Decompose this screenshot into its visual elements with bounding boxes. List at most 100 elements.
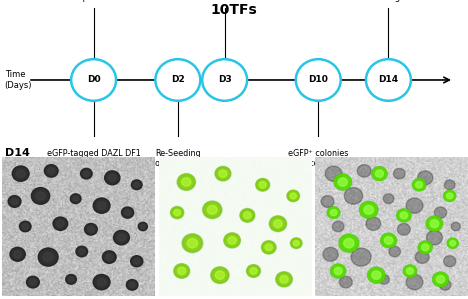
Circle shape xyxy=(397,223,410,235)
Circle shape xyxy=(85,223,97,235)
Circle shape xyxy=(416,181,423,188)
Circle shape xyxy=(27,276,39,288)
Circle shape xyxy=(138,222,147,231)
Circle shape xyxy=(12,166,29,181)
Circle shape xyxy=(57,220,64,227)
Circle shape xyxy=(178,174,195,190)
Circle shape xyxy=(41,250,56,264)
Circle shape xyxy=(372,271,381,279)
Circle shape xyxy=(375,170,383,177)
Circle shape xyxy=(325,166,342,181)
Text: D10: D10 xyxy=(308,75,328,85)
Circle shape xyxy=(247,265,261,277)
Circle shape xyxy=(331,264,345,278)
Circle shape xyxy=(124,210,131,215)
Circle shape xyxy=(241,209,254,222)
Circle shape xyxy=(38,248,58,266)
Circle shape xyxy=(204,202,221,218)
Circle shape xyxy=(321,196,334,207)
Circle shape xyxy=(66,274,76,284)
Ellipse shape xyxy=(155,59,200,101)
Circle shape xyxy=(16,170,25,178)
Circle shape xyxy=(403,265,417,277)
Circle shape xyxy=(339,276,352,288)
Circle shape xyxy=(175,264,189,278)
Ellipse shape xyxy=(296,59,341,101)
Circle shape xyxy=(447,238,458,248)
Circle shape xyxy=(250,268,257,274)
Circle shape xyxy=(240,208,255,222)
Circle shape xyxy=(132,257,141,266)
Circle shape xyxy=(332,221,344,232)
Circle shape xyxy=(105,171,120,185)
Circle shape xyxy=(418,241,432,254)
Ellipse shape xyxy=(202,59,247,101)
Circle shape xyxy=(360,202,378,218)
Circle shape xyxy=(82,170,91,178)
Circle shape xyxy=(80,168,92,179)
Text: 10TFs: 10TFs xyxy=(211,3,257,17)
Circle shape xyxy=(183,234,202,252)
Circle shape xyxy=(293,240,299,246)
Circle shape xyxy=(171,207,183,218)
Text: Re-Seeding
on Matrigel: Re-Seeding on Matrigel xyxy=(155,149,201,168)
Circle shape xyxy=(224,233,241,248)
Circle shape xyxy=(383,194,394,204)
Circle shape xyxy=(131,256,143,267)
Text: D0: D0 xyxy=(87,75,101,85)
Circle shape xyxy=(444,190,456,202)
Circle shape xyxy=(95,200,108,211)
Circle shape xyxy=(277,272,292,286)
Circle shape xyxy=(397,209,411,222)
Circle shape xyxy=(417,171,433,185)
Circle shape xyxy=(339,234,359,252)
Circle shape xyxy=(133,181,141,188)
Circle shape xyxy=(109,174,116,181)
Circle shape xyxy=(450,240,456,246)
Circle shape xyxy=(182,178,191,186)
Circle shape xyxy=(77,248,86,255)
Circle shape xyxy=(53,217,68,231)
Circle shape xyxy=(368,268,385,283)
Circle shape xyxy=(211,267,229,283)
Circle shape xyxy=(328,207,340,218)
Circle shape xyxy=(287,191,299,201)
Circle shape xyxy=(215,166,231,181)
Circle shape xyxy=(327,207,340,219)
Circle shape xyxy=(367,267,385,283)
Circle shape xyxy=(384,237,393,244)
Circle shape xyxy=(380,233,396,248)
Circle shape xyxy=(97,202,106,210)
Circle shape xyxy=(104,252,114,262)
Circle shape xyxy=(22,224,28,229)
Circle shape xyxy=(55,219,66,229)
Circle shape xyxy=(247,265,260,277)
Circle shape xyxy=(28,278,38,286)
Text: O, S, N, A, P, He, H, O, C, St
Transcription Factors: O, S, N, A, P, He, H, O, C, St Transcrip… xyxy=(36,0,151,1)
Ellipse shape xyxy=(71,59,116,101)
Circle shape xyxy=(426,231,442,245)
Circle shape xyxy=(106,254,113,260)
Circle shape xyxy=(280,275,288,283)
Text: cES medium: cES medium xyxy=(198,0,251,1)
Circle shape xyxy=(259,181,266,188)
Circle shape xyxy=(366,217,380,231)
Text: M4 medium
Passage: M4 medium Passage xyxy=(364,0,413,1)
Circle shape xyxy=(187,238,197,248)
Circle shape xyxy=(21,222,29,231)
Circle shape xyxy=(11,199,18,205)
Circle shape xyxy=(415,251,429,263)
Circle shape xyxy=(403,265,417,277)
Circle shape xyxy=(379,274,389,284)
Circle shape xyxy=(422,244,429,251)
Circle shape xyxy=(134,258,140,264)
Circle shape xyxy=(139,223,146,230)
Circle shape xyxy=(107,173,118,183)
Circle shape xyxy=(170,207,184,219)
Circle shape xyxy=(228,237,236,244)
Circle shape xyxy=(203,201,222,219)
Circle shape xyxy=(372,167,387,180)
Circle shape xyxy=(177,174,196,190)
Circle shape xyxy=(73,196,78,201)
Circle shape xyxy=(174,210,181,216)
